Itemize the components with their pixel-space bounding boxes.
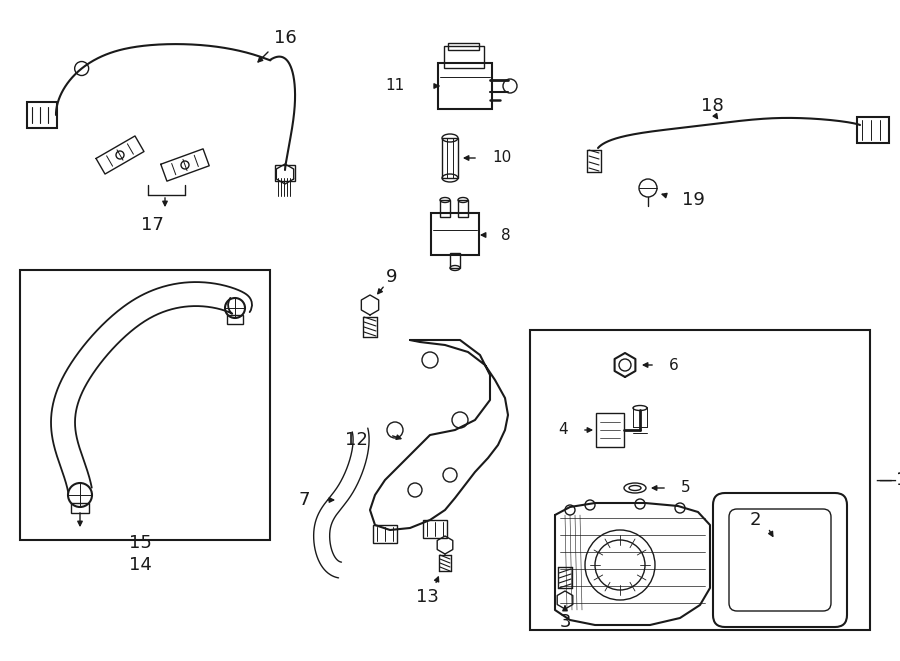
Text: 14: 14 (129, 556, 151, 574)
Text: 5: 5 (681, 481, 690, 496)
Text: 17: 17 (140, 216, 164, 234)
Bar (530, 330, 870, 630)
Text: 4: 4 (558, 422, 568, 438)
Bar (373, 525, 397, 543)
Polygon shape (555, 503, 710, 625)
Bar (442, 138, 458, 178)
Text: 6: 6 (669, 358, 679, 373)
Text: 2: 2 (749, 511, 760, 529)
Text: 13: 13 (416, 588, 438, 606)
Text: — 1: — 1 (876, 471, 900, 489)
Text: 19: 19 (682, 191, 705, 209)
Text: 8: 8 (501, 227, 510, 243)
Bar (450, 253, 460, 268)
Text: 3: 3 (559, 613, 571, 631)
Text: 15: 15 (129, 534, 151, 552)
Text: 16: 16 (274, 29, 296, 47)
Text: 12: 12 (345, 431, 368, 449)
Text: —1: —1 (878, 471, 900, 489)
Text: 11: 11 (386, 79, 405, 93)
Text: 10: 10 (492, 151, 511, 165)
Text: 7: 7 (299, 491, 310, 509)
Bar (440, 200, 450, 217)
Bar (20, 270, 270, 540)
Bar (423, 520, 447, 538)
Text: 18: 18 (700, 97, 724, 115)
Text: 9: 9 (386, 268, 398, 286)
Bar (458, 200, 468, 217)
